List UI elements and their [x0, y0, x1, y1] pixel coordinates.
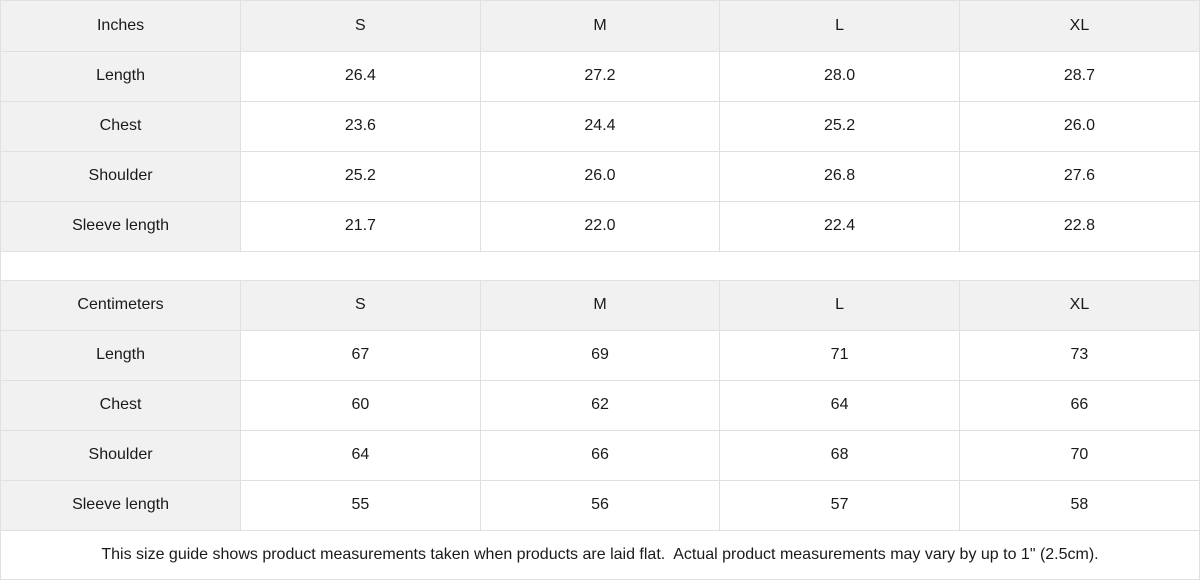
measurement-value-cell: 26.8 — [719, 150, 960, 202]
size-header-cell-s: S — [240, 0, 481, 52]
table-row-length: Length 26.4 27.2 28.0 28.7 — [0, 50, 1200, 102]
measurement-value-cell: 24.4 — [479, 100, 721, 152]
measurement-value-cell: 64 — [240, 429, 481, 481]
measurement-value-cell: 23.6 — [240, 100, 481, 152]
measure-label-cell: Chest — [0, 379, 242, 431]
measurement-value-cell: 22.0 — [479, 200, 721, 252]
measurement-value-cell: 28.7 — [958, 50, 1200, 102]
table-row-chest: Chest 23.6 24.4 25.2 26.0 — [0, 100, 1200, 152]
measurement-value-cell: 62 — [479, 379, 721, 431]
size-header-cell-xl: XL — [958, 279, 1200, 331]
measurement-value-cell: 22.8 — [958, 200, 1200, 252]
measurement-value-cell: 66 — [479, 429, 721, 481]
measurement-value-cell: 66 — [958, 379, 1200, 431]
measurement-value-cell: 64 — [719, 379, 960, 431]
measure-label-cell: Shoulder — [0, 429, 242, 481]
measurement-value-cell: 67 — [240, 329, 481, 381]
measurement-value-cell: 71 — [719, 329, 960, 381]
measurement-value-cell: 28.0 — [719, 50, 960, 102]
measurement-value-cell: 27.6 — [958, 150, 1200, 202]
measurement-value-cell: 21.7 — [240, 200, 481, 252]
table-row-sleeve-length: Sleeve length 55 56 57 58 — [0, 479, 1200, 531]
measurement-value-cell: 25.2 — [719, 100, 960, 152]
table-row-length: Length 67 69 71 73 — [0, 329, 1200, 381]
size-table-header-row: Inches S M L XL — [0, 0, 1200, 52]
unit-header-cell: Inches — [0, 0, 242, 52]
measure-label-cell: Sleeve length — [0, 479, 242, 531]
measurement-value-cell: 56 — [479, 479, 721, 531]
measurement-value-cell: 26.0 — [479, 150, 721, 202]
table-row-shoulder: Shoulder 64 66 68 70 — [0, 429, 1200, 481]
measurement-value-cell: 22.4 — [719, 200, 960, 252]
size-header-cell-m: M — [479, 0, 721, 52]
table-row-shoulder: Shoulder 25.2 26.0 26.8 27.6 — [0, 150, 1200, 202]
size-header-cell-s: S — [240, 279, 481, 331]
measure-label-cell: Length — [0, 329, 242, 381]
measurement-value-cell: 68 — [719, 429, 960, 481]
measure-label-cell: Chest — [0, 100, 242, 152]
table-gap-spacer — [1, 251, 1199, 280]
unit-header-cell: Centimeters — [0, 279, 242, 331]
size-header-cell-m: M — [479, 279, 721, 331]
measurement-value-cell: 26.0 — [958, 100, 1200, 152]
size-header-cell-l: L — [719, 0, 960, 52]
measurement-value-cell: 73 — [958, 329, 1200, 381]
size-guide-footnote: This size guide shows product measuremen… — [1, 530, 1199, 579]
measurement-value-cell: 25.2 — [240, 150, 481, 202]
table-row-sleeve-length: Sleeve length 21.7 22.0 22.4 22.8 — [0, 200, 1200, 252]
measure-label-cell: Sleeve length — [0, 200, 242, 252]
measure-label-cell: Shoulder — [0, 150, 242, 202]
size-header-cell-l: L — [719, 279, 960, 331]
measurement-value-cell: 70 — [958, 429, 1200, 481]
measurement-value-cell: 69 — [479, 329, 721, 381]
size-table-header-row: Centimeters S M L XL — [0, 279, 1200, 331]
measure-label-cell: Length — [0, 50, 242, 102]
measurement-value-cell: 27.2 — [479, 50, 721, 102]
measurement-value-cell: 57 — [719, 479, 960, 531]
inches-size-table: Inches S M L XL Length 26.4 27.2 28.0 28… — [0, 0, 1200, 252]
table-row-chest: Chest 60 62 64 66 — [0, 379, 1200, 431]
measurement-value-cell: 26.4 — [240, 50, 481, 102]
measurement-value-cell: 60 — [240, 379, 481, 431]
measurement-value-cell: 55 — [240, 479, 481, 531]
size-header-cell-xl: XL — [958, 0, 1200, 52]
measurement-value-cell: 58 — [958, 479, 1200, 531]
centimeters-size-table: Centimeters S M L XL Length 67 69 71 73 … — [0, 279, 1200, 531]
